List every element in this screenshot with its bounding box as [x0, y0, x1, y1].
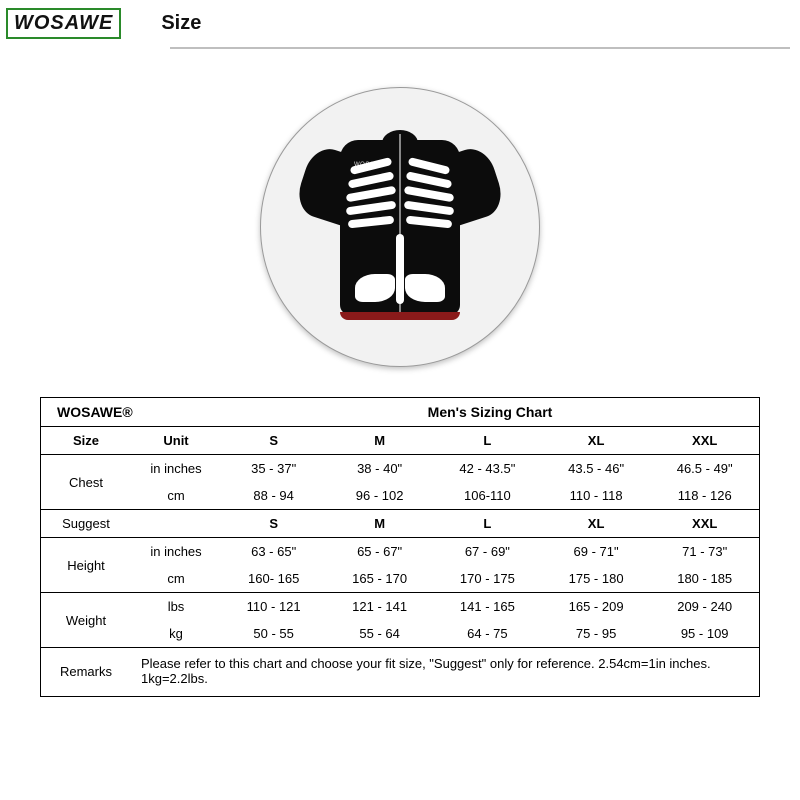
value-cell: 50 - 55 — [221, 620, 326, 648]
value-cell: 43.5 - 46" — [542, 455, 651, 483]
value-cell: 209 - 240 — [650, 593, 759, 621]
remarks-label-cell: Remarks — [41, 648, 131, 697]
header-divider — [170, 47, 790, 49]
size-cell: L — [433, 510, 542, 538]
unit-cell: in inches — [131, 538, 221, 566]
pelvis-right-icon — [405, 274, 445, 302]
value-cell: 180 - 185 — [650, 565, 759, 593]
empty-cell — [131, 510, 221, 538]
table-title-cell: Men's Sizing Chart — [221, 398, 759, 427]
value-cell: 95 - 109 — [650, 620, 759, 648]
value-cell: 64 - 75 — [433, 620, 542, 648]
value-cell: 67 - 69" — [433, 538, 542, 566]
value-cell: 110 - 118 — [542, 482, 651, 510]
size-header-cell: L — [433, 427, 542, 455]
table-row: kg50 - 5555 - 6464 - 7575 - 9595 - 109 — [41, 620, 759, 648]
table-header-row: WOSAWE® Men's Sizing Chart — [41, 398, 759, 427]
table-row: Heightin inches63 - 65"65 - 67"67 - 69"6… — [41, 538, 759, 566]
row-label-cell: Chest — [41, 455, 131, 510]
remarks-text-cell: Please refer to this chart and choose yo… — [131, 648, 759, 697]
value-cell: 46.5 - 49" — [650, 455, 759, 483]
page-title: Size — [161, 12, 201, 35]
unit-cell: kg — [131, 620, 221, 648]
size-header-cell: XXL — [650, 427, 759, 455]
spine-icon — [396, 234, 404, 304]
table-row: cm88 - 9496 - 102106-110110 - 118118 - 1… — [41, 482, 759, 510]
row-label-cell: Suggest — [41, 510, 131, 538]
value-cell: 165 - 209 — [542, 593, 651, 621]
header: WOSAWE Size — [0, 0, 800, 39]
value-cell: 69 - 71" — [542, 538, 651, 566]
value-cell: 160- 165 — [221, 565, 326, 593]
value-cell: 170 - 175 — [433, 565, 542, 593]
size-label-cell: Size — [41, 427, 131, 455]
value-cell: 55 - 64 — [326, 620, 433, 648]
unit-cell: cm — [131, 482, 221, 510]
value-cell: 110 - 121 — [221, 593, 326, 621]
value-cell: 42 - 43.5" — [433, 455, 542, 483]
value-cell: 88 - 94 — [221, 482, 326, 510]
table-row: Weightlbs110 - 121121 - 141141 - 165165 … — [41, 593, 759, 621]
value-cell: 165 - 170 — [326, 565, 433, 593]
size-cell: M — [326, 510, 433, 538]
table-row: Suggest SMLXLXXL — [41, 510, 759, 538]
size-cell: XL — [542, 510, 651, 538]
table-brand-cell: WOSAWE® — [41, 398, 221, 427]
value-cell: 141 - 165 — [433, 593, 542, 621]
jersey-illustration: WOSAWE — [300, 122, 500, 332]
brand-logo: WOSAWE — [6, 8, 121, 39]
table-body: SizeUnitSMLXLXXLChestin inches35 - 37"38… — [41, 427, 759, 697]
table-row: cm160- 165165 - 170170 - 175175 - 180180… — [41, 565, 759, 593]
product-circle: WOSAWE — [260, 87, 540, 367]
value-cell: 175 - 180 — [542, 565, 651, 593]
value-cell: 71 - 73" — [650, 538, 759, 566]
size-header-cell: M — [326, 427, 433, 455]
value-cell: 35 - 37" — [221, 455, 326, 483]
row-label-cell: Weight — [41, 593, 131, 648]
size-header-cell: XL — [542, 427, 651, 455]
pelvis-left-icon — [355, 274, 395, 302]
table-row: RemarksPlease refer to this chart and ch… — [41, 648, 759, 697]
value-cell: 96 - 102 — [326, 482, 433, 510]
value-cell: 38 - 40" — [326, 455, 433, 483]
product-image-wrap: WOSAWE — [0, 87, 800, 367]
sizing-table-wrap: WOSAWE® Men's Sizing Chart SizeUnitSMLXL… — [40, 397, 760, 697]
sizing-table: WOSAWE® Men's Sizing Chart SizeUnitSMLXL… — [41, 398, 759, 696]
size-cell: S — [221, 510, 326, 538]
row-label-cell: Height — [41, 538, 131, 593]
value-cell: 106-110 — [433, 482, 542, 510]
size-header-cell: S — [221, 427, 326, 455]
value-cell: 118 - 126 — [650, 482, 759, 510]
value-cell: 65 - 67" — [326, 538, 433, 566]
unit-cell: cm — [131, 565, 221, 593]
value-cell: 75 - 95 — [542, 620, 651, 648]
unit-cell: in inches — [131, 455, 221, 483]
unit-label-cell: Unit — [131, 427, 221, 455]
jersey-hem — [340, 312, 460, 320]
value-cell: 121 - 141 — [326, 593, 433, 621]
brand-logo-text: WOSAWE — [14, 12, 113, 34]
unit-cell: lbs — [131, 593, 221, 621]
value-cell: 63 - 65" — [221, 538, 326, 566]
table-row: Chestin inches35 - 37"38 - 40"42 - 43.5"… — [41, 455, 759, 483]
table-row: SizeUnitSMLXLXXL — [41, 427, 759, 455]
size-cell: XXL — [650, 510, 759, 538]
